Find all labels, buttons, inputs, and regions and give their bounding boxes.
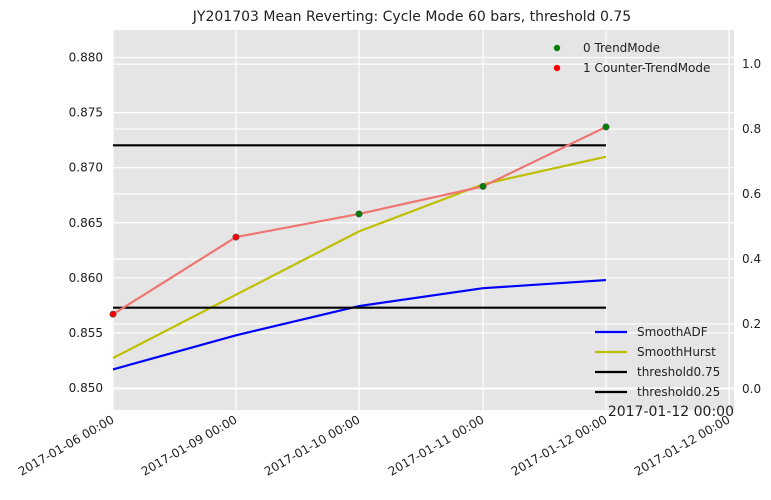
left-tick-label: 0.875 xyxy=(69,106,103,120)
x-tick-label: 2017-01-06 00:00 xyxy=(16,412,117,478)
right-tick-label: 0.0 xyxy=(742,382,761,396)
scatter-points xyxy=(109,123,610,318)
right-axis: 0.0 0.2 0.4 0.6 0.8 1.0 xyxy=(742,57,761,396)
x-axis: 2017-01-06 00:00 2017-01-09 00:00 2017-01-… xyxy=(16,412,733,478)
chart-title: JY201703 Mean Reverting: Cycle Mode 60 b… xyxy=(192,9,631,25)
legend-label: 0 TrendMode xyxy=(583,41,660,55)
legend-marker xyxy=(553,44,561,52)
x-tick-label: 2017-01-10 00:00 xyxy=(262,412,363,478)
right-tick-label: 0.8 xyxy=(742,122,761,136)
mode-point xyxy=(232,233,240,241)
x-tick-label: 2017-01-12 00:00 xyxy=(632,412,733,478)
plot-area xyxy=(113,30,734,410)
legend-marker xyxy=(553,64,561,72)
left-tick-label: 0.860 xyxy=(69,271,103,285)
x-tick-label: 2017-01-11 00:00 xyxy=(386,412,487,478)
right-tick-label: 0.2 xyxy=(742,317,761,331)
legend-label: 1 Counter-TrendMode xyxy=(583,61,710,75)
mode-point xyxy=(109,310,117,318)
legend-label: threshold0.25 xyxy=(637,385,720,399)
x-tick-label: 2017-01-12 00:00 xyxy=(509,412,610,478)
legend-label: SmoothADF xyxy=(637,325,708,339)
right-tick-label: 0.6 xyxy=(742,187,761,201)
right-tick-label: 1.0 xyxy=(742,57,761,71)
series-line-smoothadf xyxy=(112,278,607,371)
mode-point xyxy=(479,182,487,190)
mode-point xyxy=(602,123,610,131)
right-tick-label: 0.4 xyxy=(742,252,761,266)
left-tick-label: 0.855 xyxy=(69,326,103,340)
mode-point xyxy=(355,210,363,218)
legend-label: SmoothHurst xyxy=(637,345,716,359)
line-legend: SmoothADF SmoothHurst threshold0.75 thresho… xyxy=(595,325,720,399)
scatter-legend: 0 TrendMode 1 Counter-TrendMode xyxy=(553,41,710,75)
series-line-smoothhurst xyxy=(112,155,607,360)
grid xyxy=(112,30,734,410)
left-axis: 0.850 0.855 0.860 0.865 0.870 0.875 0.880 xyxy=(69,51,103,395)
left-tick-label: 0.865 xyxy=(69,216,103,230)
left-tick-label: 0.870 xyxy=(69,161,103,175)
x-offset-label: 2017-01-12 00:00 xyxy=(608,404,734,420)
left-tick-label: 0.880 xyxy=(69,51,103,65)
legend-label: threshold0.75 xyxy=(637,365,720,379)
left-tick-label: 0.850 xyxy=(69,381,103,395)
x-tick-label: 2017-01-09 00:00 xyxy=(139,412,240,478)
